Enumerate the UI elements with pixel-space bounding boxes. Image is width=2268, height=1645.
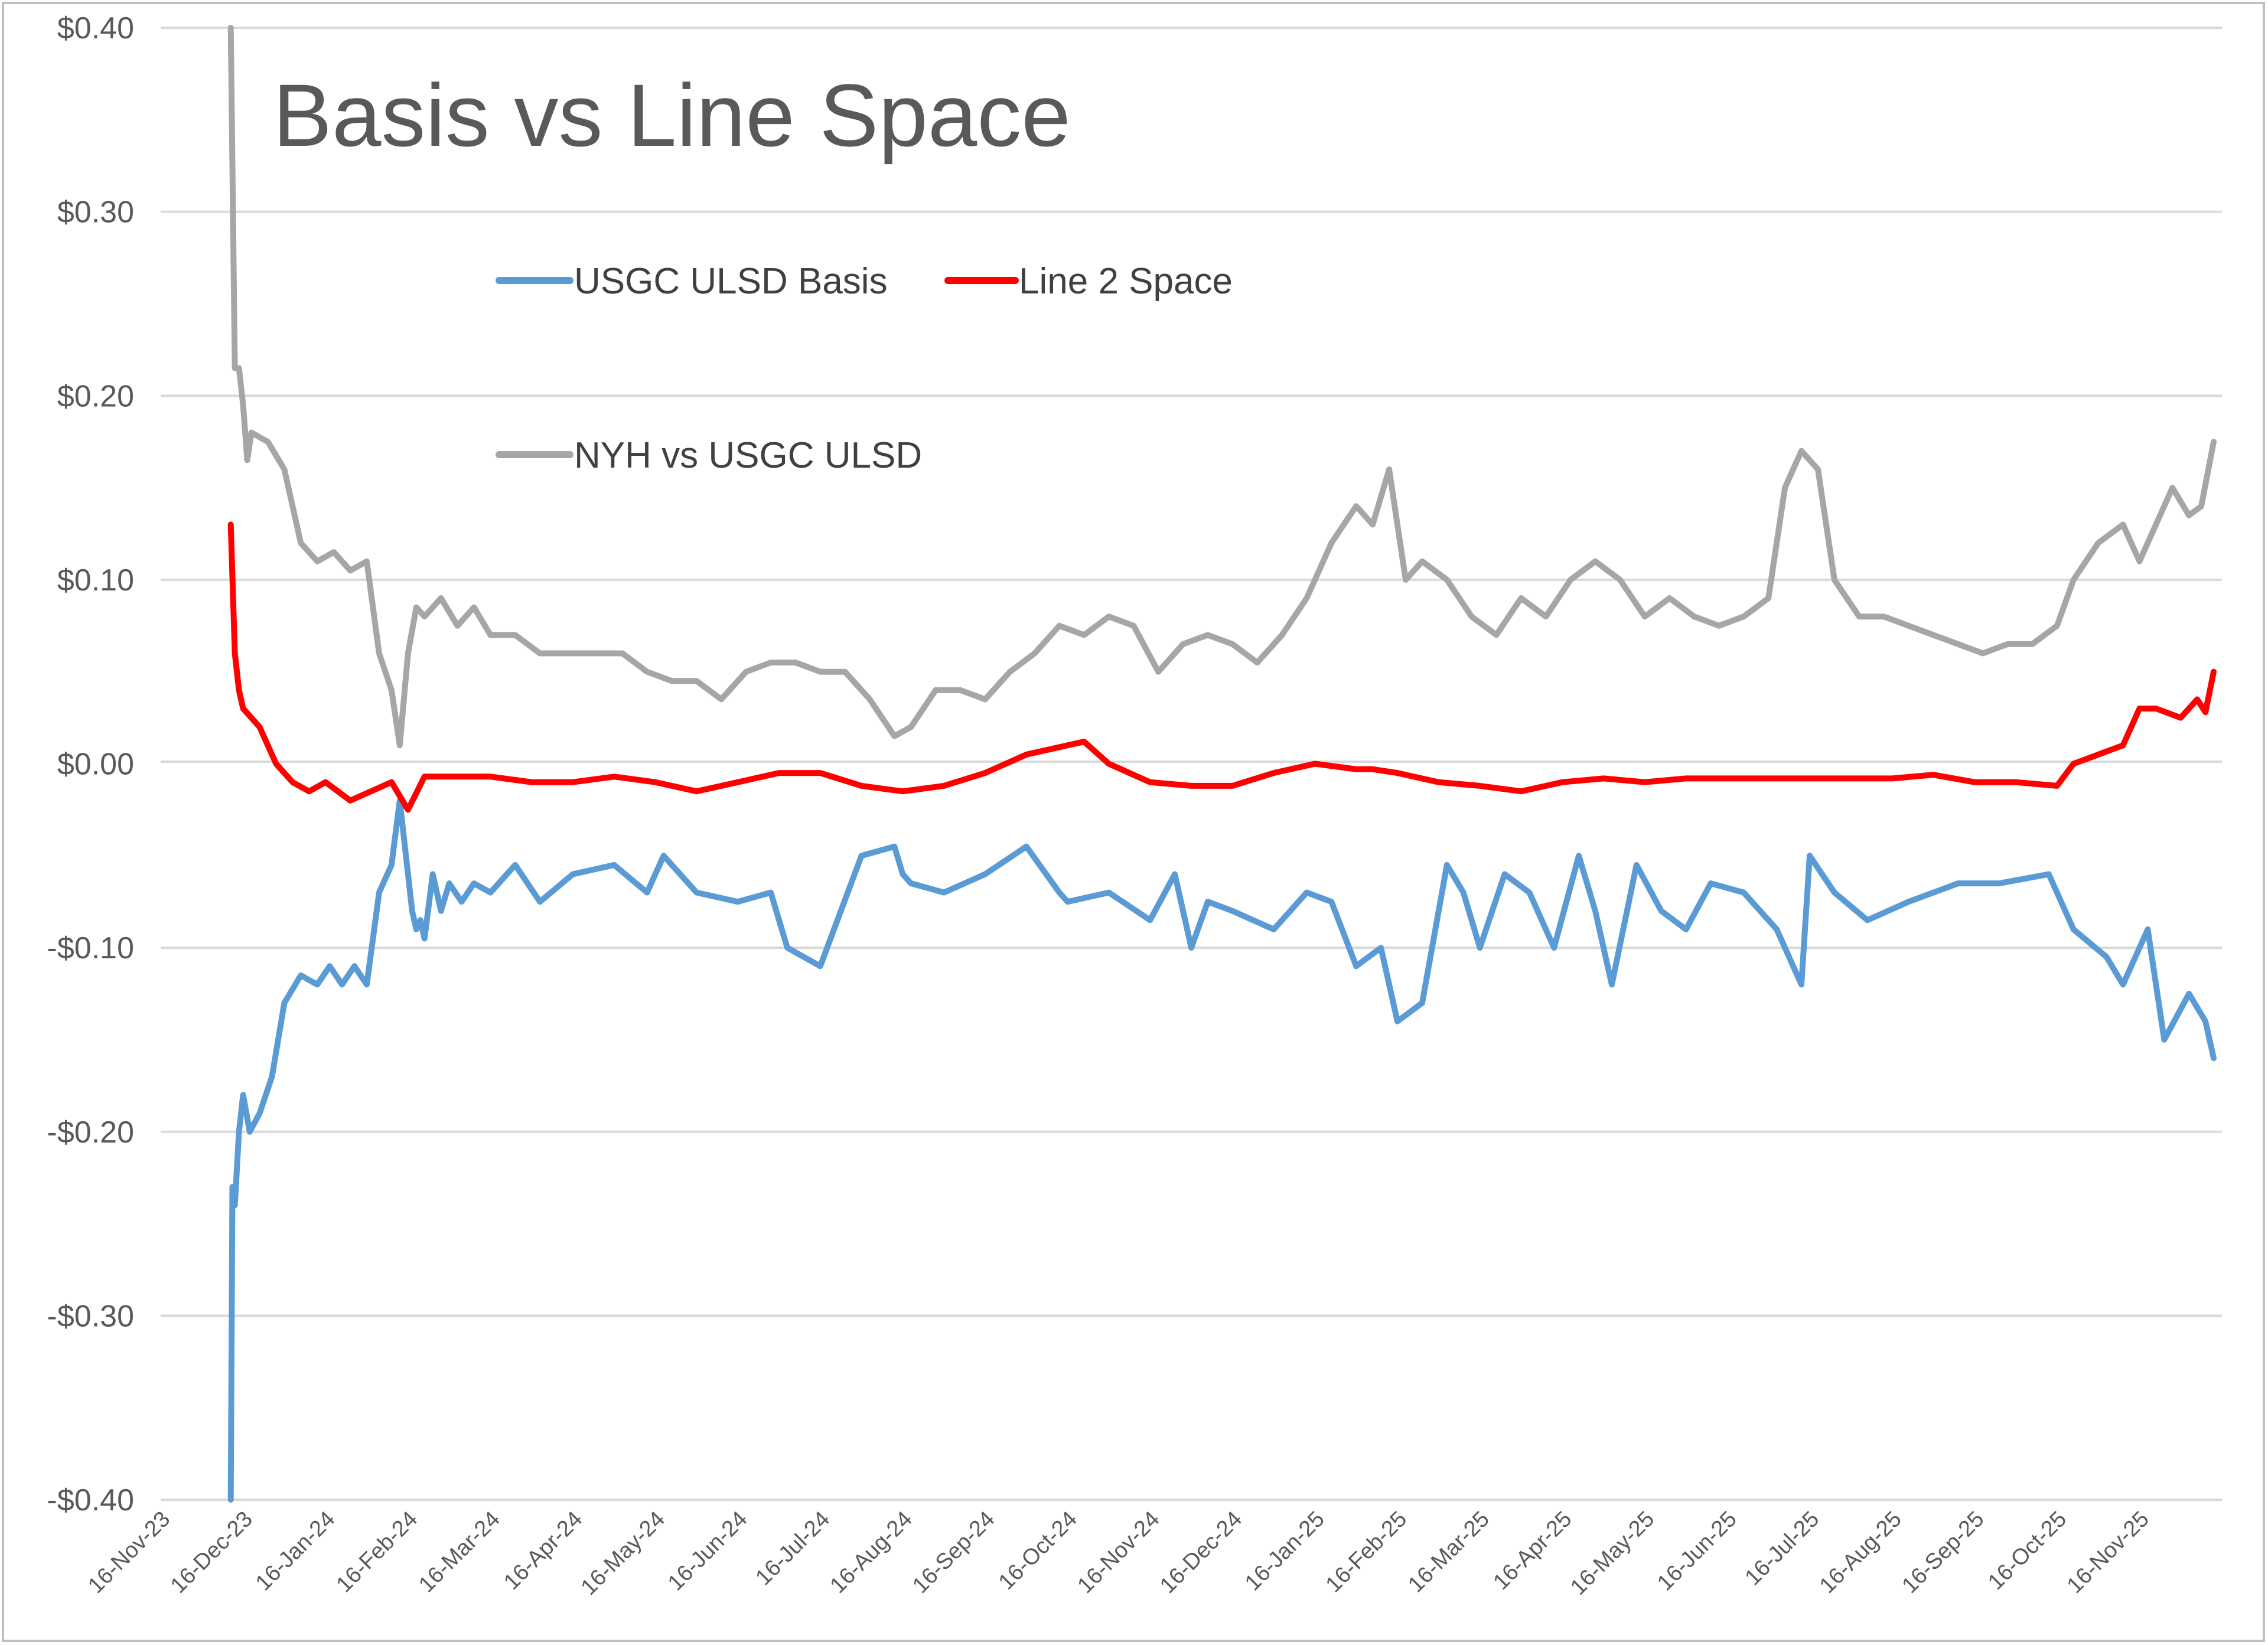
y-tick-label: -$0.10 bbox=[47, 931, 134, 965]
x-tick-label: 16-May-24 bbox=[576, 1507, 670, 1600]
y-tick-label: $0.20 bbox=[57, 379, 134, 413]
x-tick-label: 16-Aug-25 bbox=[1815, 1507, 1907, 1598]
x-tick-label: 16-Jun-24 bbox=[663, 1507, 752, 1596]
x-tick-label: 16-Jul-25 bbox=[1741, 1507, 1824, 1591]
x-tick-label: 16-Feb-25 bbox=[1321, 1507, 1412, 1598]
legend-label-usgc-basis: USGC ULSD Basis bbox=[574, 261, 888, 302]
y-tick-label: $0.40 bbox=[57, 11, 134, 45]
legend-item-line2-space[interactable]: Line 2 Space bbox=[944, 261, 1233, 302]
legend-item-nyh-vs-usgc[interactable]: NYH vs USGC ULSD bbox=[496, 435, 922, 476]
chart-title: Basis vs Line Space bbox=[273, 66, 1071, 165]
x-tick-label: 16-Mar-24 bbox=[414, 1507, 505, 1598]
x-tick-label: 16-Sep-24 bbox=[908, 1507, 999, 1598]
x-tick-label: 16-Jan-25 bbox=[1240, 1507, 1329, 1596]
y-tick-label: -$0.30 bbox=[47, 1299, 134, 1333]
series-line-nyh-vs-usgc-ulsd[interactable] bbox=[227, 25, 2217, 749]
x-tick-label: 16-Feb-24 bbox=[331, 1507, 422, 1598]
x-tick-label: 16-Jul-24 bbox=[751, 1507, 835, 1591]
y-tick-label: $0.00 bbox=[57, 748, 134, 782]
y-tick-labels: $0.40 $0.30 $0.20 $0.10 $0.00 -$0.10 -$0.20 -$0… bbox=[47, 11, 134, 1517]
y-tick-label: -$0.40 bbox=[47, 1483, 134, 1517]
chart-svg: $0.40 $0.30 $0.20 $0.10 $0.00 -$0.10 -$0.20 -$0… bbox=[47, 11, 2222, 1600]
x-tick-label: 16-Oct-25 bbox=[1983, 1507, 2071, 1595]
legend-label-nyh-vs-usgc: NYH vs USGC ULSD bbox=[574, 435, 922, 476]
legend: USGC ULSD Basis Line 2 Space NYH vs USGC… bbox=[496, 261, 1233, 476]
x-tick-label: 16-Mar-25 bbox=[1403, 1507, 1494, 1598]
x-tick-label: 16-Sep-25 bbox=[1897, 1507, 1989, 1598]
x-tick-label: 16-Jun-25 bbox=[1653, 1507, 1742, 1596]
x-tick-labels: 16-Nov-2316-Dec-2316-Jan-2416-Feb-2416-M… bbox=[83, 1507, 2154, 1600]
x-tick-label: 16-Dec-24 bbox=[1155, 1507, 1247, 1598]
y-tick-label: -$0.20 bbox=[47, 1115, 134, 1150]
x-tick-label: 16-Nov-24 bbox=[1073, 1507, 1164, 1598]
axes bbox=[161, 761, 2222, 1501]
x-tick-label: 16-Jan-24 bbox=[251, 1507, 340, 1596]
x-tick-label: 16-Aug-24 bbox=[826, 1507, 917, 1598]
x-tick-label: 16-Nov-25 bbox=[2062, 1507, 2154, 1598]
x-tick-label: 16-Apr-24 bbox=[499, 1507, 587, 1595]
series-line-usgc-ulsd-basis[interactable] bbox=[227, 797, 2217, 1503]
x-tick-label: 16-Dec-23 bbox=[166, 1507, 258, 1598]
x-tick-label: 16-May-25 bbox=[1566, 1507, 1659, 1600]
series-line-line-2-space[interactable] bbox=[227, 521, 2217, 813]
legend-label-line2-space: Line 2 Space bbox=[1019, 261, 1233, 302]
y-tick-label: $0.10 bbox=[57, 563, 134, 598]
x-tick-label: 16-Oct-24 bbox=[994, 1507, 1082, 1595]
legend-item-usgc-basis[interactable]: USGC ULSD Basis bbox=[496, 261, 888, 302]
gridlines bbox=[161, 27, 2222, 1501]
series-lines bbox=[227, 25, 2217, 1503]
x-tick-label: 16-Nov-23 bbox=[83, 1507, 175, 1598]
y-tick-label: $0.30 bbox=[57, 195, 134, 230]
x-tick-label: 16-Apr-25 bbox=[1488, 1507, 1576, 1595]
